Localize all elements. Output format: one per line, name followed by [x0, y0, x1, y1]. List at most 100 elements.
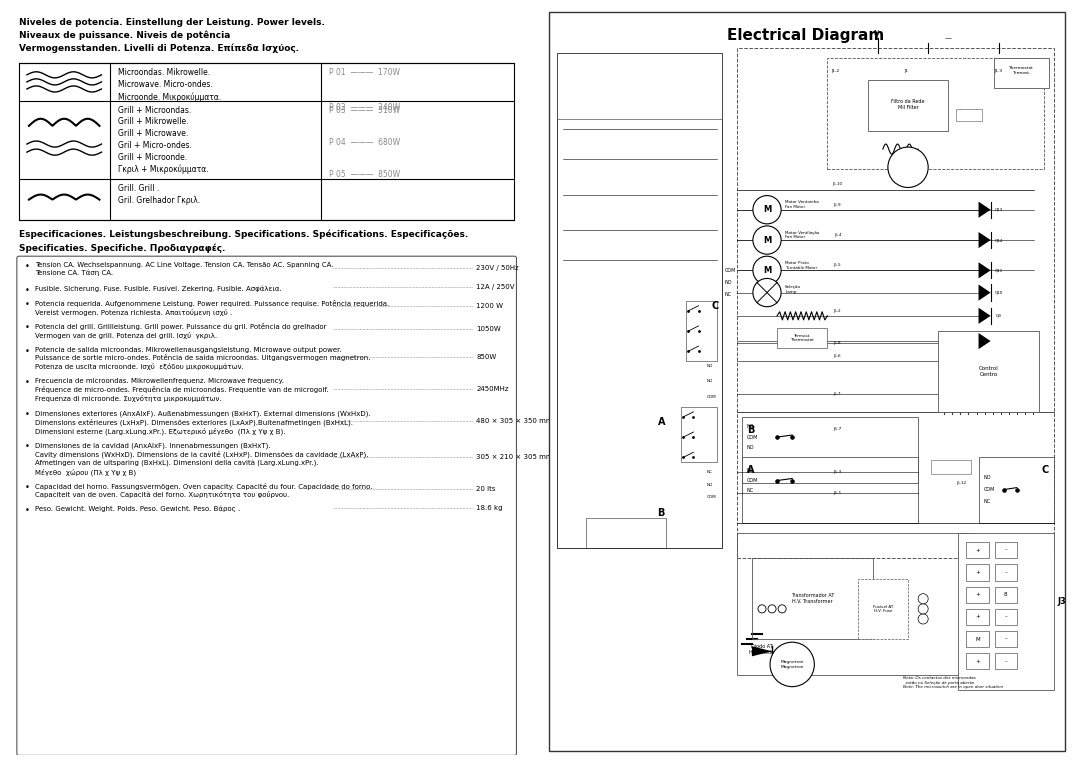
FancyBboxPatch shape	[17, 256, 516, 755]
Text: NO: NO	[725, 280, 732, 285]
Text: Capacidad del horno. Fassungsvermögen. Oven capacity. Capacité du four. Capacida: Capacidad del horno. Fassungsvermögen. O…	[35, 482, 373, 498]
Text: Gerador
Coil: Gerador Coil	[758, 295, 775, 304]
Text: •: •	[25, 285, 30, 295]
Text: –: –	[1004, 659, 1008, 664]
Text: P 03  ———  510W

P 04  ———  680W

P 05  ———  850W: P 03 ——— 510W P 04 ——— 680W P 05 ——— 850…	[329, 105, 401, 179]
Text: NO: NO	[706, 379, 713, 384]
Text: 12A / 250V: 12A / 250V	[476, 285, 515, 290]
Bar	[995, 653, 1017, 669]
Text: C: C	[711, 301, 718, 311]
Text: A: A	[747, 465, 754, 475]
Text: C: C	[1042, 465, 1049, 475]
Text: Q13: Q13	[995, 208, 1003, 211]
Text: J5.7: J5.7	[834, 427, 841, 431]
Text: Thermostat
Termost.: Thermostat Termost.	[1009, 66, 1034, 75]
Text: •: •	[25, 324, 30, 333]
Text: •: •	[25, 262, 30, 272]
Bar	[687, 301, 717, 362]
Text: Grill + Microondas.
Grill + Mikrowelle.
Grill + Microwave.
Gril + Micro-ondes.
G: Grill + Microondas. Grill + Mikrowelle. …	[118, 105, 208, 174]
Polygon shape	[978, 307, 990, 324]
Bar	[967, 587, 988, 603]
Text: –: –	[1004, 614, 1008, 620]
Text: J5.6: J5.6	[834, 354, 841, 359]
Text: 18.6 kg: 18.6 kg	[476, 504, 502, 510]
Text: J1: J1	[904, 69, 908, 73]
Text: P 01  ———  170W

P 02  ———  340W: P 01 ——— 170W P 02 ——— 340W	[329, 68, 401, 112]
Text: J5.7: J5.7	[834, 391, 841, 396]
Text: NO: NO	[747, 445, 754, 449]
Text: B: B	[747, 425, 754, 435]
Text: M: M	[975, 636, 980, 642]
Text: Seleção
Lamp: Seleção Lamp	[785, 285, 801, 294]
Text: J5.1: J5.1	[834, 491, 841, 494]
Text: Interruptor
Inter 1: Interruptor Inter 1	[933, 463, 956, 472]
Text: Tension CA. Wechselspannung. AC Line Voltage. Tension CA. Tensão AC. Spanning CA: Tension CA. Wechselspannung. AC Line Vol…	[35, 262, 334, 276]
Text: COM: COM	[747, 478, 758, 483]
Polygon shape	[978, 201, 990, 217]
Text: Motor Prato
Turntable Motor: Motor Prato Turntable Motor	[785, 261, 818, 269]
Text: Q9: Q9	[996, 314, 1001, 318]
Circle shape	[753, 256, 781, 285]
Circle shape	[770, 642, 814, 687]
Text: Nota: Os contactos dos microondas
  estão no Seleção de porta aberta
Note: The m: Nota: Os contactos dos microondas estão …	[903, 676, 1003, 689]
Text: 305 × 210 × 305 mm: 305 × 210 × 305 mm	[476, 454, 553, 460]
Bar	[321, 179, 514, 220]
Text: +: +	[975, 614, 980, 620]
Bar	[995, 631, 1017, 647]
Text: Potencia del grill. Grillleistung. Grill power. Puissance du gril. Potência do g: Potencia del grill. Grillleistung. Grill…	[35, 324, 326, 340]
Circle shape	[888, 147, 928, 188]
Circle shape	[778, 605, 786, 613]
Text: –: –	[1004, 636, 1008, 642]
Text: Transformador AT
H.V. Transformer: Transformador AT H.V. Transformer	[791, 594, 834, 604]
Text: COM: COM	[706, 394, 716, 398]
Text: Grill. Grill .
Gril. Grelhador Γκριλ.: Grill. Grill . Gril. Grelhador Γκριλ.	[118, 185, 200, 205]
Text: J1.3: J1.3	[995, 69, 1002, 73]
Bar	[858, 578, 908, 639]
Bar	[557, 53, 721, 549]
Text: J5.11: J5.11	[957, 465, 967, 469]
Text: COM: COM	[984, 487, 995, 492]
Bar	[867, 80, 948, 131]
Text: +: +	[975, 570, 980, 575]
Text: J5.4: J5.4	[834, 233, 841, 237]
Text: N: N	[873, 30, 878, 36]
Bar	[827, 58, 1044, 169]
Text: J3: J3	[1057, 597, 1066, 606]
Bar	[978, 457, 1054, 523]
Text: 230V / 50Hz: 230V / 50Hz	[476, 266, 518, 272]
Bar	[967, 542, 988, 559]
Text: •: •	[25, 410, 30, 420]
Text: M: M	[762, 236, 771, 244]
Text: 480 × 305 × 350 mm: 480 × 305 × 350 mm	[476, 417, 553, 423]
Text: Termost.
Thermostat: Termost. Thermostat	[791, 333, 814, 343]
Text: J5.10: J5.10	[833, 182, 842, 186]
Text: •: •	[25, 346, 30, 356]
Bar	[967, 653, 988, 669]
Text: Motor Ventoinha
Fan Motor: Motor Ventoinha Fan Motor	[785, 201, 819, 209]
Bar	[18, 63, 514, 220]
Circle shape	[918, 604, 928, 614]
Polygon shape	[752, 646, 772, 656]
Circle shape	[918, 614, 928, 624]
Text: +: +	[975, 548, 980, 552]
Bar	[995, 587, 1017, 603]
Bar	[557, 53, 721, 119]
Circle shape	[753, 226, 781, 254]
Text: Especificaciones. Leistungsbeschreibung. Specifications. Spécifications. Especif: Especificaciones. Leistungsbeschreibung.…	[18, 230, 468, 253]
Text: Filtro da Rede
Mil Filter: Filtro da Rede Mil Filter	[891, 99, 924, 110]
Bar	[585, 518, 666, 549]
Circle shape	[753, 195, 781, 224]
Bar	[958, 533, 1054, 690]
Text: –: –	[1004, 548, 1008, 552]
Bar	[967, 565, 988, 581]
Text: NO: NO	[747, 424, 754, 430]
Text: J5.2: J5.2	[834, 309, 841, 313]
Text: Magnetron
Magnetron: Magnetron Magnetron	[781, 660, 804, 668]
Bar	[737, 533, 973, 674]
Bar	[742, 417, 918, 482]
Text: Potencia de salida microondas. Mikrowellenausgangsleistung. Microwave output pow: Potencia de salida microondas. Mikrowell…	[35, 346, 370, 370]
Bar	[995, 609, 1017, 625]
Text: –: –	[1004, 570, 1008, 575]
Bar	[967, 631, 988, 647]
Text: COM: COM	[725, 268, 737, 273]
